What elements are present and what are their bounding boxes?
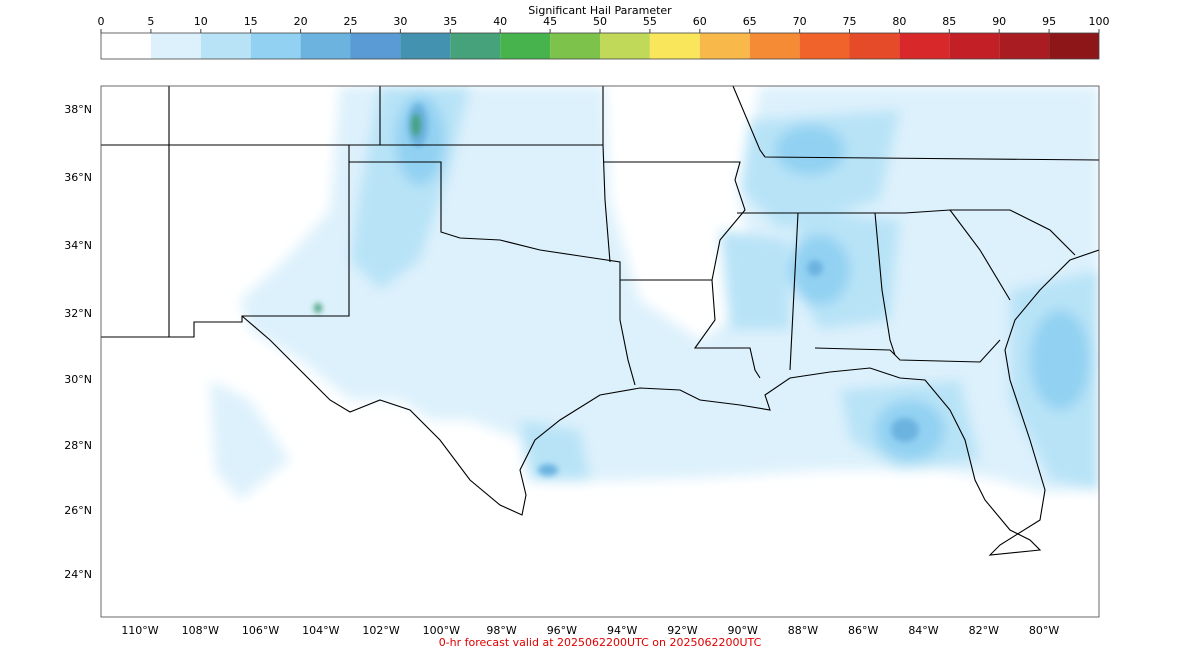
colorbar-swatch — [200, 33, 251, 59]
lat-label: 28°N — [64, 439, 92, 452]
lon-label: 106°W — [242, 624, 279, 637]
colorbar-tick-label: 50 — [593, 15, 607, 28]
lon-label: 80°W — [1029, 624, 1059, 637]
lon-label: 82°W — [969, 624, 999, 637]
colorbar-tick-label: 60 — [693, 15, 707, 28]
lat-labels: 38°N 36°N 34°N 32°N 30°N 28°N 26°N 24°N — [64, 103, 92, 581]
lon-label: 86°W — [848, 624, 878, 637]
colorbar-tick-label: 95 — [1042, 15, 1056, 28]
lon-label: 92°W — [667, 624, 697, 637]
lon-label: 108°W — [182, 624, 219, 637]
colorbar-swatch — [899, 33, 950, 59]
colorbar-swatch — [649, 33, 700, 59]
colorbar-tick-label: 100 — [1089, 15, 1110, 28]
colorbar-tick-label: 40 — [493, 15, 507, 28]
lat-label: 26°N — [64, 504, 92, 517]
map-frame — [100, 85, 1100, 618]
colorbar-tick-label: 10 — [194, 15, 208, 28]
lon-label: 90°W — [728, 624, 758, 637]
colorbar-swatch — [999, 33, 1050, 59]
colorbar-tick-label: 45 — [543, 15, 557, 28]
lat-label: 38°N — [64, 103, 92, 116]
colorbar-tick-label: 70 — [793, 15, 807, 28]
hail-field — [210, 86, 1099, 500]
colorbar-swatch — [949, 33, 1000, 59]
colorbar-frame — [100, 32, 1100, 60]
colorbar-swatch — [600, 33, 650, 59]
lon-label: 96°W — [547, 624, 577, 637]
lat-label: 36°N — [64, 171, 92, 184]
lon-label: 94°W — [607, 624, 637, 637]
colorbar-tick-label: 75 — [843, 15, 857, 28]
colorbar-tick-label: 65 — [743, 15, 757, 28]
colorbar-tick-label: 5 — [147, 15, 154, 28]
colorbar-tick-label: 30 — [393, 15, 407, 28]
lat-label: 24°N — [64, 568, 92, 581]
colorbar-tick-label: 90 — [992, 15, 1006, 28]
map-area — [101, 86, 1099, 556]
lon-label: 110°W — [121, 624, 158, 637]
colorbar-tick-label: 15 — [244, 15, 258, 28]
colorbar-title: Significant Hail Parameter — [528, 4, 672, 17]
colorbar-tick-label: 25 — [344, 15, 358, 28]
lon-labels: 110°W 108°W 106°W 104°W 102°W 100°W 98°W 96°W 94… — [121, 624, 1059, 637]
colorbar-tick-label: 85 — [942, 15, 956, 28]
colorbar-swatch — [400, 33, 451, 59]
lat-label: 34°N — [64, 239, 92, 252]
footer-note: 0-hr forecast valid at 2025062200UTC on … — [439, 636, 762, 649]
colorbar-swatch — [500, 33, 551, 59]
colorbar-swatch — [350, 33, 401, 59]
colorbar-swatch — [300, 33, 351, 59]
hail-cores — [314, 103, 919, 476]
colorbar-tick-label: 0 — [98, 15, 105, 28]
colorbar-swatch — [250, 33, 301, 59]
colorbar-swatch — [799, 33, 850, 59]
colorbar-swatch — [450, 33, 501, 59]
lat-label: 30°N — [64, 373, 92, 386]
colorbar-tick-label: 20 — [294, 15, 308, 28]
lon-label: 88°W — [788, 624, 818, 637]
lat-label: 32°N — [64, 307, 92, 320]
lon-label: 104°W — [302, 624, 339, 637]
borders — [101, 86, 1099, 556]
colorbar-tick-label: 35 — [443, 15, 457, 28]
colorbar-swatch — [849, 33, 900, 59]
colorbar-swatch — [101, 33, 151, 59]
lon-label: 102°W — [362, 624, 399, 637]
colorbar: 0 5 10 15 20 25 30 35 40 45 50 55 60 65 70 75 80 85 90 95 10… — [98, 15, 1110, 59]
lon-label: 98°W — [486, 624, 516, 637]
colorbar-tick-label: 55 — [643, 15, 657, 28]
colorbar-swatch — [749, 33, 800, 59]
colorbar-swatch — [150, 33, 201, 59]
lon-label: 84°W — [908, 624, 938, 637]
colorbar-swatch — [550, 33, 600, 59]
colorbar-swatch — [699, 33, 750, 59]
colorbar-swatch — [1049, 33, 1099, 59]
lon-label: 100°W — [423, 624, 460, 637]
colorbar-tick-label: 80 — [892, 15, 906, 28]
